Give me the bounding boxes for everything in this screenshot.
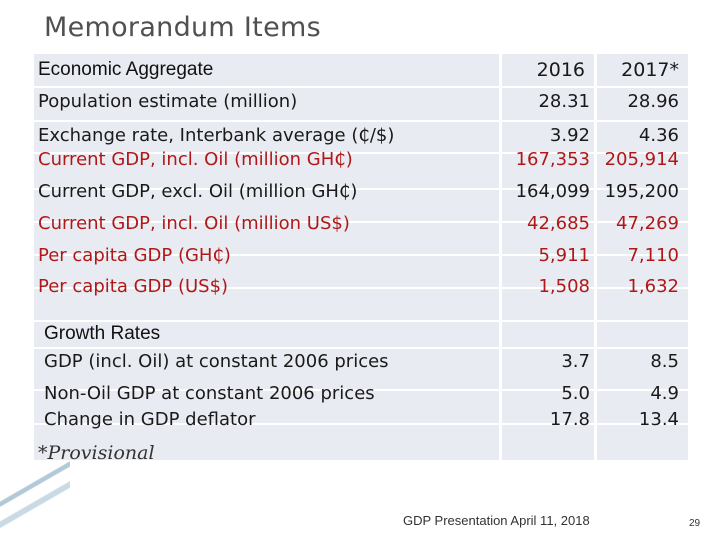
row-label: Current GDP, incl. Oil (million US$) [38, 213, 350, 234]
table-cell [502, 190, 594, 221]
table-cell [597, 425, 688, 460]
table-cell [597, 122, 688, 152]
footer-text: GDP Presentation April 11, 2018 [403, 513, 590, 528]
growth-value-2016: 5.0 [561, 383, 590, 404]
row-label: Per capita GDP (US$) [38, 276, 229, 297]
row-label: Per capita GDP (GH₵) [38, 245, 231, 266]
table-cell [597, 289, 688, 320]
table-cell [597, 190, 688, 221]
table-cell [34, 256, 499, 287]
table-cell [34, 154, 499, 188]
table-cell [502, 391, 594, 423]
row-label: Current GDP, incl. Oil (million GH₵) [38, 149, 353, 170]
table-cell [502, 289, 594, 320]
table-cell [502, 425, 594, 460]
value-2017: 7,110 [627, 245, 679, 266]
table-cell [502, 54, 594, 86]
page-number: 29 [689, 518, 701, 529]
value-2016: 1,508 [538, 276, 590, 297]
value-2016: 28.31 [538, 91, 590, 112]
value-2017: 47,269 [616, 213, 679, 234]
table-cell [597, 54, 688, 86]
growth-value-2017: 13.4 [638, 409, 679, 430]
table-cell [597, 154, 688, 188]
growth-label: Non-Oil GDP at constant 2006 prices [44, 383, 375, 404]
row-label: Current GDP, excl. Oil (million GH₵) [38, 181, 358, 202]
table-cell [597, 391, 688, 423]
growth-label: Change in GDP deflator [44, 409, 256, 430]
table-cell [34, 88, 499, 120]
growth-label: GDP (incl. Oil) at constant 2006 prices [44, 351, 389, 372]
table-cell [34, 322, 499, 347]
table-cell [34, 54, 499, 86]
table-cell [34, 223, 499, 254]
growth-heading: Growth Rates [44, 323, 161, 344]
table-cell [597, 349, 688, 389]
table-cell [34, 349, 499, 389]
table-cell [502, 88, 594, 120]
growth-value-2017: 4.9 [650, 383, 679, 404]
value-2016: 3.92 [549, 125, 590, 146]
value-2017: 1,632 [627, 276, 679, 297]
corner-decoration [0, 448, 70, 540]
table-cell [597, 88, 688, 120]
table-cell [502, 349, 594, 389]
value-2016: 164,099 [515, 181, 590, 202]
table-cell [597, 256, 688, 287]
growth-value-2016: 17.8 [549, 409, 590, 430]
table-cell [502, 122, 594, 152]
value-2016: 5,911 [538, 245, 590, 266]
slide-title: Memorandum Items [44, 12, 321, 43]
value-2017: 4.36 [638, 125, 679, 146]
table-cell [34, 391, 499, 423]
growth-value-2017: 8.5 [650, 351, 679, 372]
growth-value-2016: 3.7 [561, 351, 590, 372]
table-cell [597, 322, 688, 347]
header-2016: 2016 [536, 59, 585, 81]
table-cell [597, 223, 688, 254]
memorandum-table-background [34, 54, 688, 468]
table-cell [34, 425, 499, 460]
header-2017: 2017* [621, 59, 679, 81]
table-cell [502, 154, 594, 188]
value-2017: 28.96 [627, 91, 679, 112]
table-cell [34, 190, 499, 221]
table-cell [502, 223, 594, 254]
provisional-note: *Provisional [38, 442, 155, 464]
value-2017: 205,914 [604, 149, 679, 170]
table-cell [502, 256, 594, 287]
row-label: Population estimate (million) [38, 91, 298, 112]
table-cell [34, 122, 499, 152]
table-cell [502, 322, 594, 347]
value-2016: 42,685 [527, 213, 590, 234]
table-cell [34, 289, 499, 320]
row-label: Exchange rate, Interbank average (₵/$) [38, 125, 395, 146]
value-2016: 167,353 [515, 149, 590, 170]
header-label: Economic Aggregate [38, 59, 214, 80]
value-2017: 195,200 [604, 181, 679, 202]
